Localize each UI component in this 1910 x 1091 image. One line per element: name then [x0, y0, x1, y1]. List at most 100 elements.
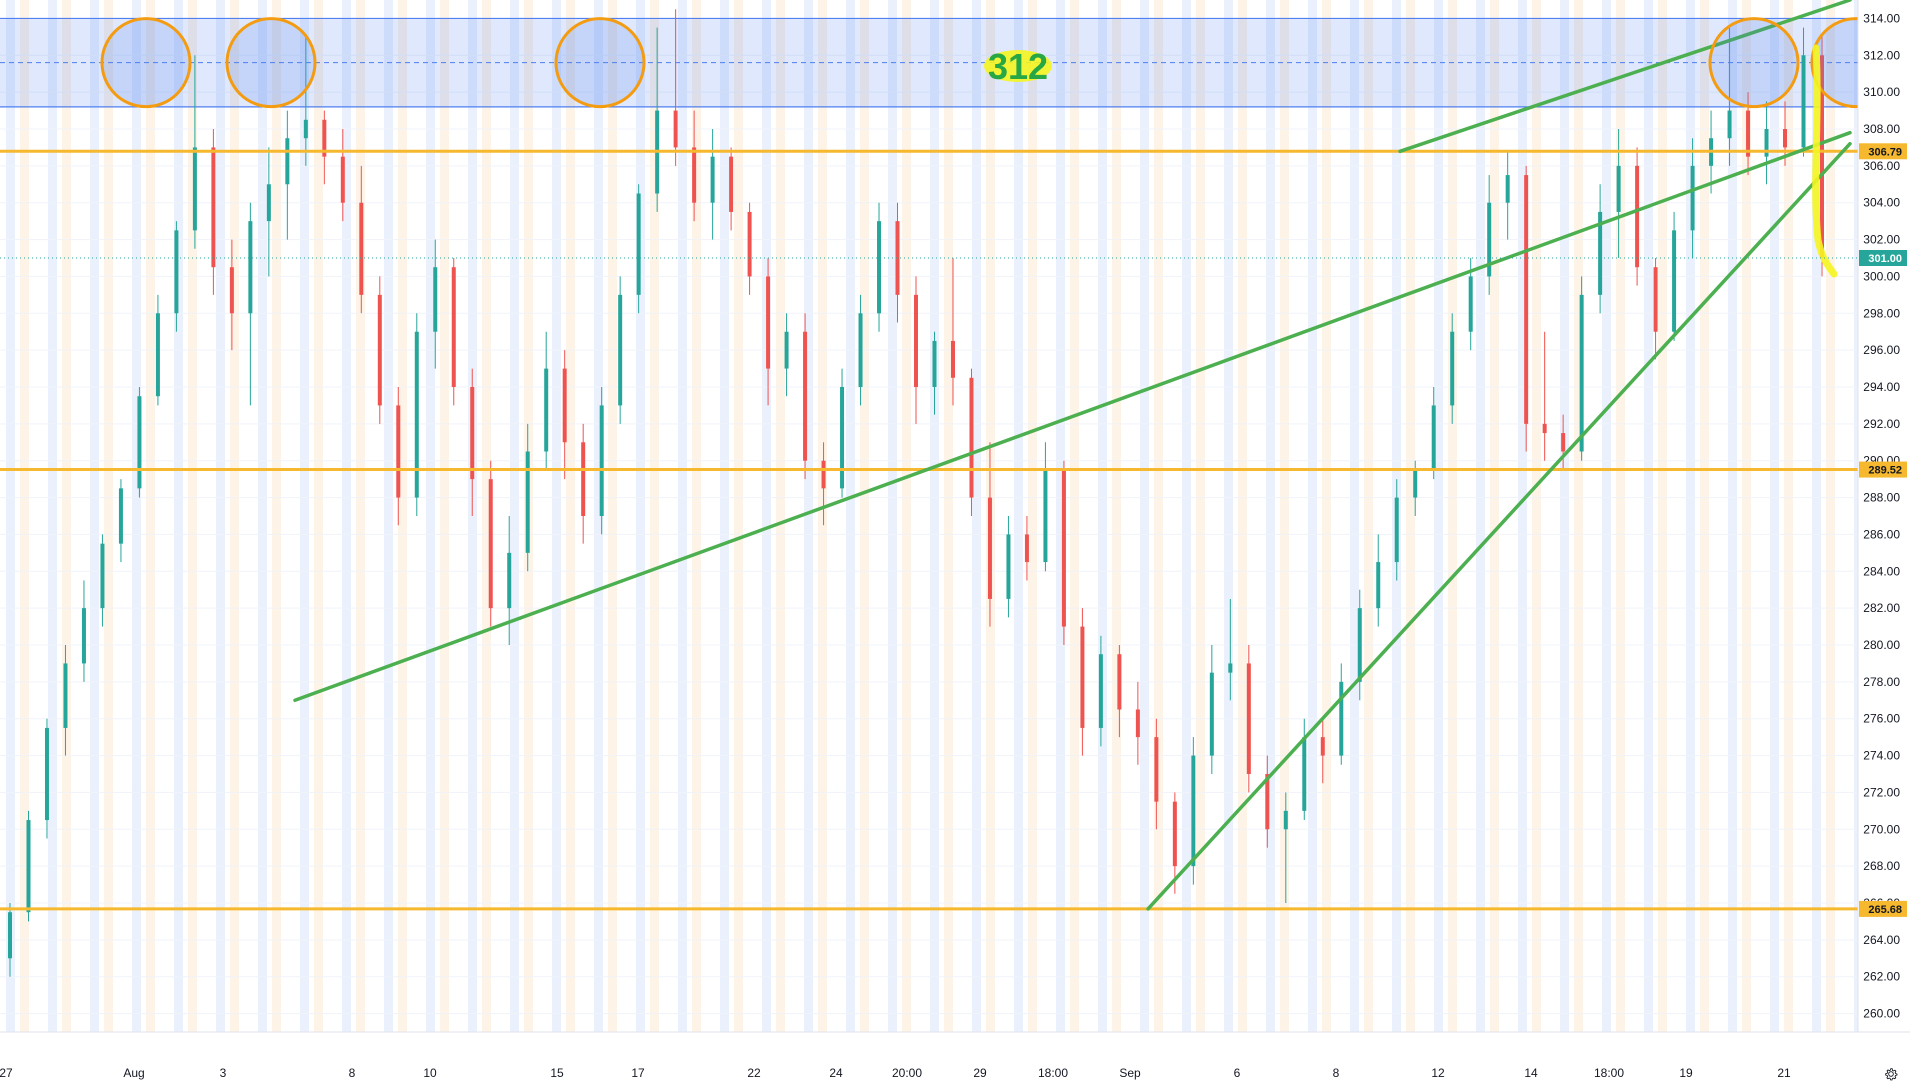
highlight-circle[interactable]: [225, 17, 317, 109]
settings-button[interactable]: [1880, 1063, 1902, 1085]
candle[interactable]: [1246, 645, 1251, 793]
candle[interactable]: [895, 202, 900, 323]
candle[interactable]: [987, 442, 992, 627]
candle[interactable]: [1080, 608, 1085, 756]
candle[interactable]: [155, 294, 160, 406]
candle[interactable]: [377, 276, 382, 424]
candle[interactable]: [1006, 516, 1011, 618]
candle[interactable]: [488, 460, 493, 627]
highlight-circle[interactable]: [1708, 17, 1800, 109]
candle[interactable]: [470, 368, 475, 516]
candle[interactable]: [599, 387, 604, 535]
candle[interactable]: [1727, 27, 1732, 166]
candle[interactable]: [63, 645, 68, 756]
candle[interactable]: [821, 442, 826, 526]
candle[interactable]: [81, 580, 86, 682]
candle[interactable]: [1135, 681, 1140, 765]
candle[interactable]: [1376, 534, 1381, 627]
candle[interactable]: [673, 9, 678, 166]
candle[interactable]: [1487, 175, 1492, 295]
candle[interactable]: [118, 479, 123, 563]
candle[interactable]: [322, 110, 327, 185]
candle[interactable]: [248, 202, 253, 406]
candle[interactable]: [581, 423, 586, 544]
candle[interactable]: [1431, 387, 1436, 480]
candle[interactable]: [174, 221, 179, 332]
candle[interactable]: [525, 423, 530, 572]
candle[interactable]: [1690, 138, 1695, 258]
highlight-circle[interactable]: [554, 17, 646, 109]
candle[interactable]: [340, 129, 345, 222]
candle[interactable]: [1265, 755, 1270, 848]
candle[interactable]: [710, 129, 715, 240]
candle[interactable]: [1357, 589, 1362, 701]
candle[interactable]: [747, 202, 752, 295]
candle[interactable]: [840, 368, 845, 498]
candle[interactable]: [396, 387, 401, 526]
candle[interactable]: [1561, 414, 1566, 470]
candle[interactable]: [359, 165, 364, 314]
candle[interactable]: [451, 258, 456, 406]
candle[interactable]: [1154, 718, 1159, 830]
candle[interactable]: [877, 202, 882, 332]
candle[interactable]: [636, 184, 641, 314]
candle[interactable]: [1394, 479, 1399, 581]
candle[interactable]: [414, 313, 419, 516]
candle[interactable]: [729, 147, 734, 231]
candle[interactable]: [544, 331, 549, 470]
candle[interactable]: [803, 313, 808, 480]
candle[interactable]: [8, 903, 12, 977]
candle[interactable]: [969, 368, 974, 516]
candle[interactable]: [1450, 313, 1455, 424]
candle[interactable]: [618, 276, 623, 424]
rising-wedge-lower[interactable]: [1146, 141, 1852, 911]
candle[interactable]: [1598, 184, 1603, 314]
candle[interactable]: [303, 36, 308, 166]
candle[interactable]: [285, 110, 290, 240]
candle[interactable]: [137, 387, 142, 498]
candle[interactable]: [1801, 27, 1806, 157]
candle[interactable]: [950, 258, 955, 406]
candle[interactable]: [1061, 460, 1066, 645]
highlight-circle[interactable]: [100, 17, 192, 109]
candle[interactable]: [692, 110, 697, 222]
support-trendline[interactable]: [293, 130, 1852, 703]
candle[interactable]: [1468, 258, 1473, 351]
candle[interactable]: [1339, 663, 1344, 765]
candle[interactable]: [211, 129, 216, 295]
candle[interactable]: [562, 350, 567, 480]
candle[interactable]: [1320, 718, 1325, 784]
candle[interactable]: [229, 239, 234, 351]
candle[interactable]: [1653, 258, 1658, 360]
candle[interactable]: [914, 276, 918, 424]
candle[interactable]: [44, 718, 49, 839]
candle[interactable]: [1579, 276, 1584, 461]
time-axis[interactable]: 27 Aug 3 8 10 15 17 22 24 20:00 29 18:00 Sep 6 8 12 14 18…: [0, 1031, 1910, 1091]
candle[interactable]: [1117, 645, 1122, 738]
candle[interactable]: [1228, 598, 1233, 701]
candle[interactable]: [766, 258, 771, 406]
candle[interactable]: [266, 147, 271, 277]
candle[interactable]: [1209, 645, 1214, 774]
candle[interactable]: [1302, 718, 1307, 821]
candle[interactable]: [1024, 516, 1029, 581]
candle[interactable]: [26, 810, 31, 922]
candle[interactable]: [1283, 792, 1288, 903]
candle[interactable]: [1820, 36, 1824, 277]
candle[interactable]: [1635, 147, 1640, 286]
candle[interactable]: [1043, 442, 1048, 572]
candle[interactable]: [1524, 165, 1529, 452]
candle[interactable]: [100, 534, 105, 627]
candle[interactable]: [858, 294, 863, 406]
candle[interactable]: [1505, 151, 1510, 240]
candle[interactable]: [1172, 792, 1177, 894]
candle[interactable]: [1098, 635, 1103, 747]
candle[interactable]: [932, 331, 937, 415]
candle[interactable]: [1542, 331, 1547, 461]
candle[interactable]: [1764, 101, 1769, 185]
price-axis[interactable]: 260.00262.00264.00266.00268.00270.00272.…: [1857, 0, 1910, 1032]
candle[interactable]: [784, 313, 789, 397]
candle[interactable]: [433, 239, 438, 369]
